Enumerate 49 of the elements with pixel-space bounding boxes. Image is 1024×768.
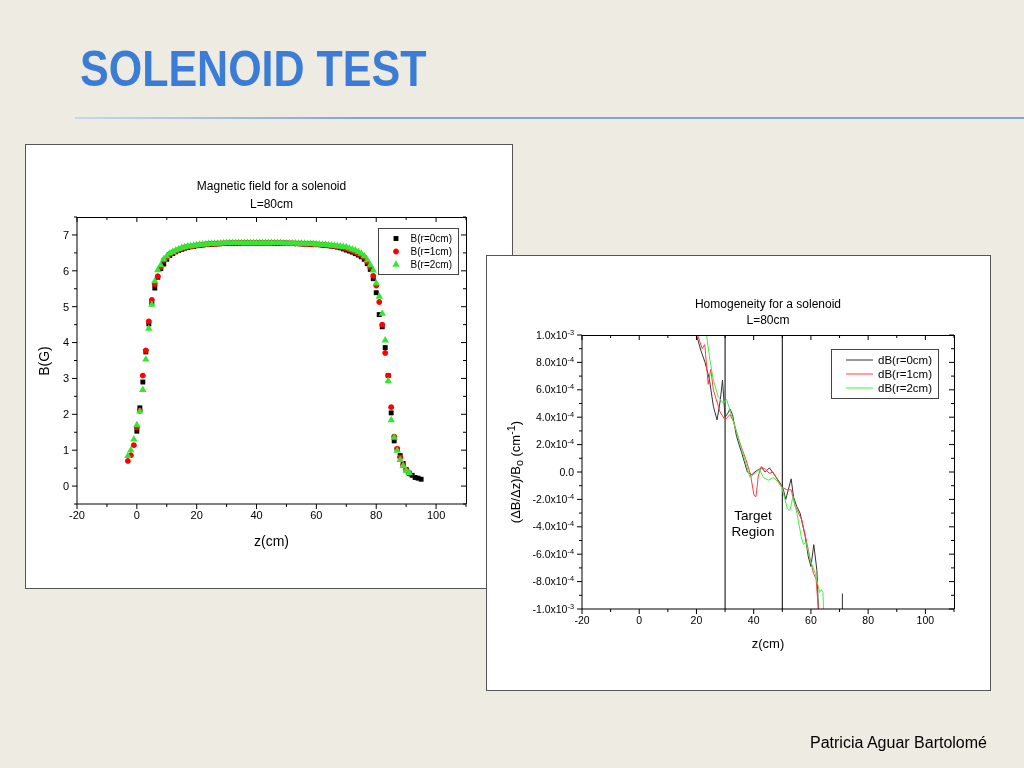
legend-label: B(r=0cm): [410, 233, 452, 244]
x-tick-label: -20: [574, 613, 590, 626]
y-tick-label: 0.0: [559, 465, 575, 478]
x-tick-label: 60: [805, 613, 817, 626]
y-tick-label: -4.0x10$^{-4}$: [532, 518, 574, 533]
x-tick-label: 0: [636, 613, 643, 626]
x-tick-label: 40: [250, 509, 263, 522]
x-tick-label: 20: [190, 509, 203, 522]
y-tick-label: -6.0x10$^{-4}$: [532, 546, 574, 560]
y-tick-label: 3: [62, 372, 69, 385]
y-tick-label: -1.0x10$^{-3}$: [532, 601, 574, 615]
x-tick-label: 20: [690, 613, 703, 626]
chart-subtitle: L=80cm: [745, 312, 791, 328]
legend-label: B(r=1cm): [410, 246, 452, 257]
chart-title: Homogeneity for a solenoid: [693, 296, 843, 312]
chart-title: Magnetic field for a solenoid: [195, 178, 348, 195]
x-tick-label: 100: [426, 509, 446, 522]
y-axis-title: B(G): [36, 345, 52, 376]
x-tick-label: 0: [133, 509, 140, 522]
x-tick-label: -20: [69, 509, 85, 522]
y-tick-label: 5: [62, 300, 69, 313]
legend-label: dB(r=2cm): [878, 382, 932, 394]
legend-label: dB(r=0cm): [878, 354, 932, 366]
y-tick-label: 8.0x10$^{-4}$: [535, 354, 574, 369]
y-tick-label: 2: [62, 408, 69, 421]
y-tick-label: 2.0x10$^{-4}$: [535, 436, 574, 451]
y-tick-label: 6: [62, 264, 69, 277]
x-tick-label: 80: [370, 509, 383, 522]
x-tick-label: 100: [916, 613, 935, 626]
y-tick-label: 0: [62, 479, 69, 492]
y-tick-label: 1.0x10$^{-3}$: [535, 327, 574, 341]
y-tick-label: 7: [62, 228, 69, 241]
text: Patricia Aguar Bartolomé: [810, 733, 987, 753]
text: SOLENOID TEST: [80, 41, 427, 97]
chart-subtitle: L=80cm: [249, 196, 294, 213]
x-axis-title: z(cm): [253, 533, 290, 549]
legend-label: B(r=2cm): [410, 259, 452, 270]
x-axis-title: z(cm): [750, 635, 786, 651]
x-tick-label: 60: [310, 509, 323, 522]
x-tick-label: 40: [747, 613, 760, 626]
annotation: Target Region: [731, 508, 775, 540]
y-tick-label: -8.0x10$^{-4}$: [532, 573, 574, 588]
y-tick-label: 4: [62, 336, 69, 349]
y-tick-label: -2.0x10$^{-4}$: [532, 491, 574, 506]
x-tick-label: 80: [862, 613, 875, 626]
y-tick-label: 1: [62, 444, 69, 457]
legend-label: dB(r=1cm): [878, 368, 932, 380]
y-tick-label: 4.0x10$^{-4}$: [535, 409, 574, 423]
y-tick-label: 6.0x10$^{-4}$: [535, 381, 574, 396]
